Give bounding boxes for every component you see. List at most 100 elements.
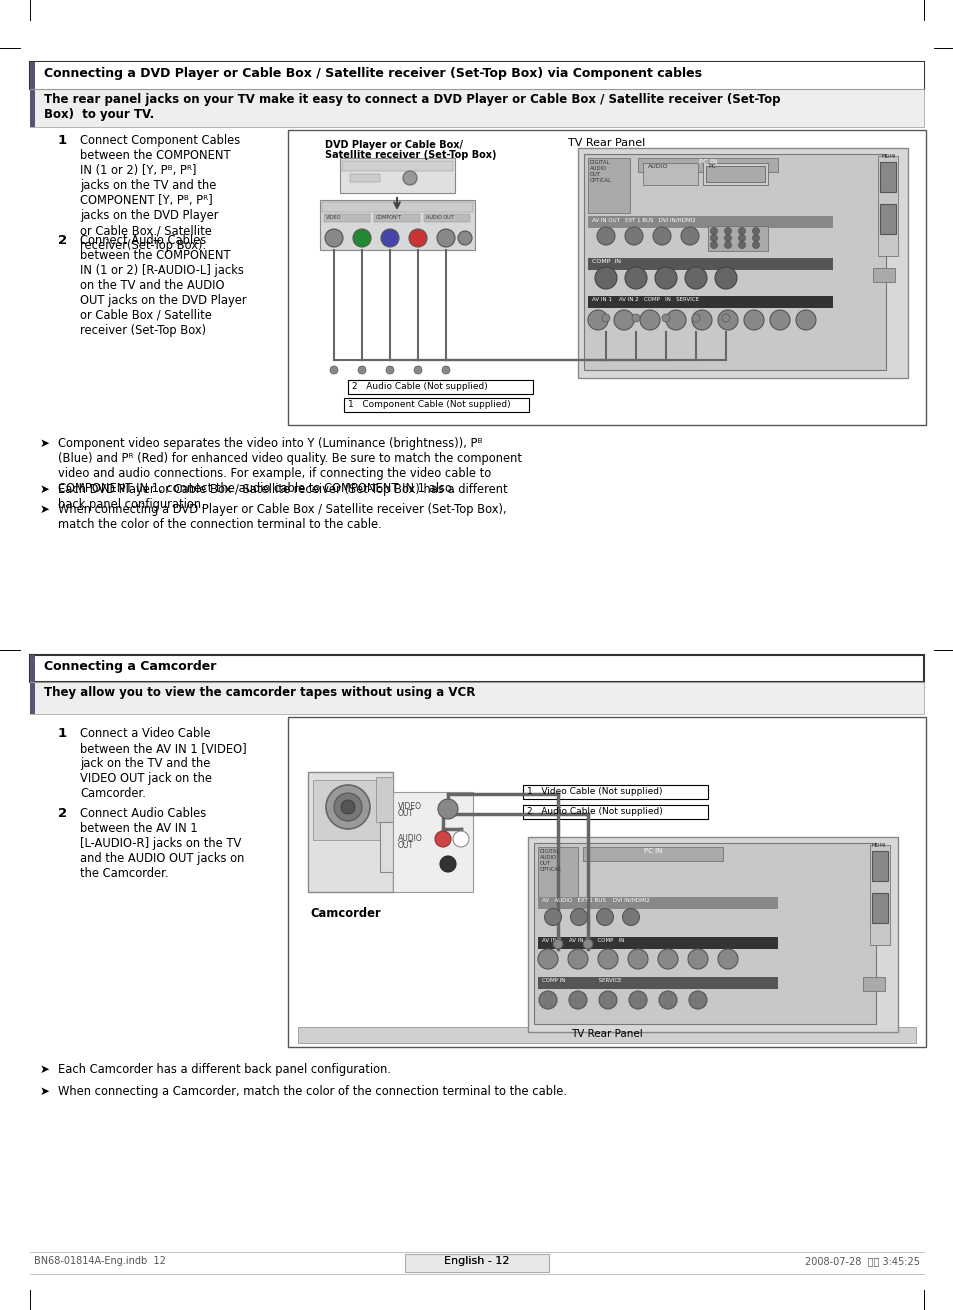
Bar [348, 380, 533, 394]
Bar [30, 655, 35, 683]
Circle shape [330, 365, 337, 373]
Bar [877, 156, 897, 255]
Circle shape [598, 948, 618, 969]
Text: 1   Component Cable (Not supplied): 1 Component Cable (Not supplied) [348, 400, 510, 409]
Circle shape [659, 990, 677, 1009]
Text: OUT: OUT [397, 810, 414, 817]
Circle shape [795, 310, 815, 330]
Bar [344, 398, 529, 413]
Bar [862, 977, 884, 990]
Bar [537, 897, 778, 909]
Text: Each DVD Player or Cable Box / Satellite receiver (Set-Top Box) has a different
: Each DVD Player or Cable Box / Satellite… [58, 483, 507, 511]
Bar [375, 777, 393, 821]
Circle shape [718, 948, 738, 969]
Circle shape [553, 939, 562, 948]
Bar [879, 204, 895, 234]
Bar [582, 848, 722, 861]
Text: OUT: OUT [397, 841, 414, 850]
Bar [393, 793, 473, 892]
Text: 1: 1 [58, 134, 67, 147]
Bar [30, 62, 923, 89]
Circle shape [714, 267, 737, 290]
Bar [30, 62, 35, 89]
Circle shape [652, 227, 670, 245]
Bar [324, 214, 370, 221]
Circle shape [380, 229, 398, 248]
Bar [288, 717, 925, 1047]
Circle shape [684, 267, 706, 290]
Text: Connect Audio Cables
between the AV IN 1
[L-AUDIO-R] jacks on the TV
and the AUD: Connect Audio Cables between the AV IN 1… [80, 807, 244, 880]
Text: When connecting a Camcorder, match the color of the connection terminal to the c: When connecting a Camcorder, match the c… [58, 1085, 566, 1098]
Text: Satellite receiver (Set-Top Box): Satellite receiver (Set-Top Box) [325, 151, 496, 160]
Bar [522, 785, 707, 799]
Text: English - 12: English - 12 [444, 1256, 509, 1265]
Bar [638, 159, 778, 172]
Text: AUDIO: AUDIO [647, 164, 668, 169]
Circle shape [439, 855, 456, 872]
Text: TV Rear Panel: TV Rear Panel [571, 1028, 642, 1039]
Circle shape [738, 228, 744, 234]
Bar [587, 216, 832, 228]
Text: When connecting a DVD Player or Cable Box / Satellite receiver (Set-Top Box),
ma: When connecting a DVD Player or Cable Bo… [58, 503, 506, 531]
Text: Connect Audio Cables
between the COMPONENT
IN (1 or 2) [R-AUDIO-L] jacks
on the : Connect Audio Cables between the COMPONE… [80, 234, 247, 337]
Circle shape [544, 909, 561, 925]
Circle shape [723, 234, 731, 241]
Bar [537, 848, 578, 903]
Circle shape [595, 267, 617, 290]
Text: AUDIO OUT: AUDIO OUT [426, 215, 453, 220]
Text: OUT: OUT [539, 861, 551, 866]
Text: PC IN: PC IN [699, 159, 717, 165]
Bar [702, 162, 767, 185]
Circle shape [326, 785, 370, 829]
Text: 2   Audio Cable (Not supplied): 2 Audio Cable (Not supplied) [352, 383, 487, 390]
Circle shape [567, 948, 587, 969]
Bar [339, 159, 455, 193]
Text: 1: 1 [58, 727, 67, 740]
Text: English - 12: English - 12 [444, 1256, 509, 1265]
Text: OPTICAL: OPTICAL [539, 867, 561, 872]
Bar [379, 821, 393, 872]
Circle shape [723, 228, 731, 234]
Text: They allow you to view the camcorder tapes without using a VCR: They allow you to view the camcorder tap… [44, 686, 475, 700]
Text: Connect a Video Cable
between the AV IN 1 [VIDEO]
jack on the TV and the
VIDEO O: Connect a Video Cable between the AV IN … [80, 727, 247, 800]
Text: 2   Audio Cable (Not supplied): 2 Audio Cable (Not supplied) [526, 807, 662, 816]
Circle shape [622, 909, 639, 925]
Bar [423, 214, 470, 221]
Circle shape [386, 365, 394, 373]
Text: BN68-01814A-Eng.indb  12: BN68-01814A-Eng.indb 12 [34, 1256, 166, 1265]
Circle shape [537, 948, 558, 969]
Bar [322, 202, 473, 212]
Circle shape [658, 948, 678, 969]
Circle shape [723, 241, 731, 249]
Circle shape [628, 990, 646, 1009]
Bar [583, 155, 885, 369]
Circle shape [334, 793, 361, 821]
Text: DIGITAL: DIGITAL [589, 160, 610, 165]
Text: ➤: ➤ [40, 438, 50, 451]
Text: VIDEO: VIDEO [326, 215, 341, 220]
Text: AUDIO: AUDIO [539, 855, 557, 859]
Circle shape [453, 831, 469, 848]
Text: COMPON'T: COMPON'T [375, 215, 402, 220]
Circle shape [655, 267, 677, 290]
Circle shape [718, 310, 738, 330]
Text: ➤: ➤ [40, 1085, 50, 1098]
Bar [534, 844, 875, 1024]
Circle shape [587, 310, 607, 330]
Text: Each Camcorder has a different back panel configuration.: Each Camcorder has a different back pane… [58, 1062, 391, 1076]
Circle shape [624, 267, 646, 290]
Circle shape [437, 799, 457, 819]
Bar [341, 161, 453, 172]
Bar [308, 772, 393, 892]
Circle shape [614, 310, 634, 330]
Bar [879, 162, 895, 193]
Text: PC IN: PC IN [643, 848, 661, 854]
Text: ➤: ➤ [40, 483, 50, 496]
Text: AV IN OUT   EXT 1 BUS   DVI IN/HDMI2: AV IN OUT EXT 1 BUS DVI IN/HDMI2 [592, 217, 695, 221]
Text: TV Rear Panel: TV Rear Panel [568, 138, 645, 148]
Bar [522, 806, 707, 819]
Text: 2: 2 [58, 807, 67, 820]
Bar [869, 845, 889, 945]
Text: Connecting a DVD Player or Cable Box / Satellite receiver (Set-Top Box) via Comp: Connecting a DVD Player or Cable Box / S… [44, 67, 701, 80]
Bar [871, 893, 887, 924]
